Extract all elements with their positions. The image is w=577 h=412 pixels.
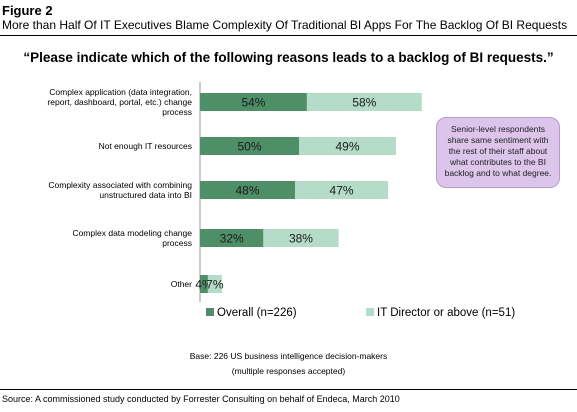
- data-label-director: 38%: [289, 232, 313, 246]
- callout-note: Senior-level respondents share same sent…: [436, 117, 560, 188]
- bar-director: [207, 275, 222, 293]
- figure-title: More than Half Of IT Executives Blame Co…: [2, 18, 568, 32]
- figure-label: Figure 2: [2, 3, 53, 18]
- bar-overall: [200, 93, 307, 111]
- category-label: Not enough IT resources: [99, 141, 192, 151]
- bar-director: [295, 181, 389, 199]
- data-label-overall: 50%: [237, 140, 261, 154]
- category-label: Complex application (data integration,: [49, 87, 192, 97]
- legend-director-label: IT Director or above (n=51): [377, 307, 515, 319]
- chart-title: “Please indicate which of the following …: [23, 50, 554, 65]
- base-note-line1: Base: 226 US business intelligence decis…: [189, 351, 388, 361]
- category-label: Complexity associated with combining: [48, 180, 192, 190]
- bar-chart: Complex application (data integration,re…: [47, 82, 515, 319]
- category-label: process: [162, 238, 192, 248]
- top-rule: [0, 35, 577, 36]
- data-label-director: 47%: [330, 184, 354, 198]
- bar-overall: [200, 181, 296, 199]
- category-label: unstructured data into BI: [99, 190, 192, 200]
- bar-overall: [200, 275, 208, 293]
- category-label: process: [162, 107, 192, 117]
- data-label-director: 7%: [206, 278, 224, 292]
- bottom-rule: [0, 389, 577, 390]
- bar-overall: [200, 229, 264, 247]
- data-label-director: 49%: [335, 140, 359, 154]
- bar-director: [306, 93, 422, 111]
- bar-director: [263, 229, 339, 247]
- bar-director: [299, 137, 397, 155]
- data-label-overall: 54%: [241, 96, 265, 110]
- data-label-overall: 32%: [220, 232, 244, 246]
- category-label: Complex data modeling change: [72, 228, 192, 238]
- legend-director-swatch: [366, 308, 374, 316]
- legend-overall-swatch: [206, 308, 214, 316]
- legend-overall-label: Overall (n=226): [217, 307, 297, 319]
- category-label: report, dashboard, portal, etc.) change: [47, 97, 192, 107]
- bar-overall: [200, 137, 299, 155]
- data-label-overall: 48%: [236, 184, 260, 198]
- category-label: Other: [171, 279, 192, 289]
- source-note: Source: A commissioned study conducted b…: [2, 394, 400, 404]
- data-label-director: 58%: [352, 96, 376, 110]
- base-note-line2: (multiple responses accepted): [231, 366, 346, 376]
